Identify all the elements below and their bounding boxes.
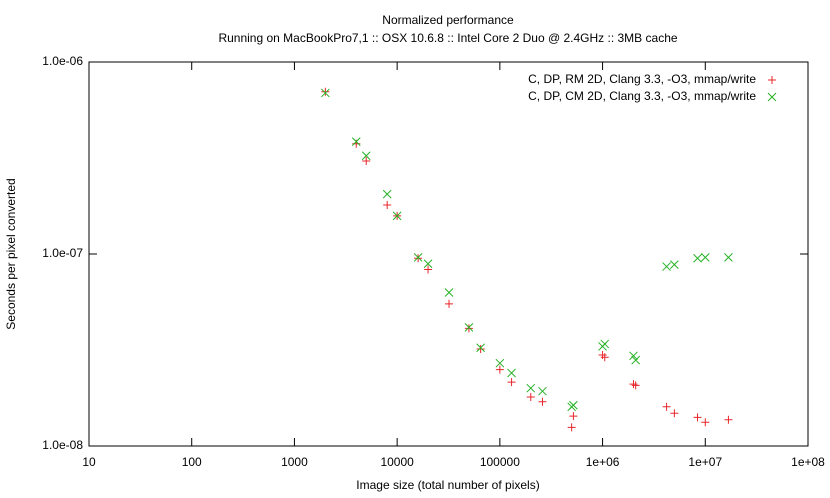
x-tick-label: 100000 (480, 455, 520, 469)
point (495, 365, 504, 374)
point (361, 151, 371, 161)
x-tick-label: 10 (82, 455, 96, 469)
point (464, 324, 473, 333)
point (383, 200, 392, 209)
point (670, 260, 679, 270)
point (567, 423, 576, 432)
point (424, 265, 433, 274)
y-tick-label: 1.0e-07 (42, 246, 83, 260)
x-tick-label: 1e+08 (791, 455, 825, 469)
point (538, 397, 547, 406)
legend-label: C, DP, CM 2D, Clang 3.3, -O3, mmap/write (528, 89, 756, 103)
chart-title: Normalized performance (382, 13, 514, 27)
point (476, 343, 485, 353)
point (700, 253, 710, 262)
point (600, 353, 609, 362)
point (569, 400, 578, 410)
x-tick-label: 1e+07 (688, 455, 722, 469)
point (507, 368, 516, 378)
y-tick-label: 1.0e-08 (42, 438, 83, 452)
point (693, 413, 702, 422)
x-tick-label: 1000 (281, 455, 308, 469)
legend-marker (767, 92, 777, 102)
point (670, 409, 679, 418)
point (413, 253, 423, 262)
point (392, 211, 402, 221)
plot-frame (88, 61, 809, 447)
point (631, 355, 641, 365)
point (701, 418, 710, 427)
point (414, 254, 423, 263)
point (662, 402, 671, 411)
point (629, 380, 638, 389)
y-axis-label: Seconds per pixel converted (4, 178, 18, 329)
x-tick-label: 100 (182, 455, 202, 469)
point (445, 299, 454, 308)
legend-label: C, DP, RM 2D, Clang 3.3, -O3, mmap/write (528, 72, 756, 86)
point (476, 345, 485, 354)
point (538, 386, 547, 396)
point (464, 322, 474, 332)
point (382, 189, 392, 199)
point (631, 381, 640, 390)
point (321, 87, 330, 96)
x-tick-label: 10000 (380, 455, 414, 469)
point (444, 288, 454, 297)
y-tick-label: 1.0e-06 (42, 54, 83, 68)
point (423, 259, 433, 269)
point (526, 392, 535, 401)
point (351, 137, 361, 146)
point (662, 262, 671, 271)
x-tick-label: 1e+06 (586, 455, 620, 469)
point (629, 351, 638, 361)
point (569, 412, 578, 421)
point (526, 383, 536, 393)
point (600, 339, 610, 349)
chart-subtitle: Running on MacBookPro7,1 :: OSX 10.6.8 :… (218, 31, 677, 45)
point (724, 415, 733, 424)
legend-marker (768, 76, 776, 84)
x-axis-label: Image size (total number of pixels) (356, 478, 539, 492)
point (320, 88, 330, 98)
point (507, 378, 516, 387)
point (598, 350, 607, 359)
point (362, 157, 371, 166)
point (495, 358, 505, 368)
point (693, 253, 702, 263)
point (724, 253, 733, 262)
